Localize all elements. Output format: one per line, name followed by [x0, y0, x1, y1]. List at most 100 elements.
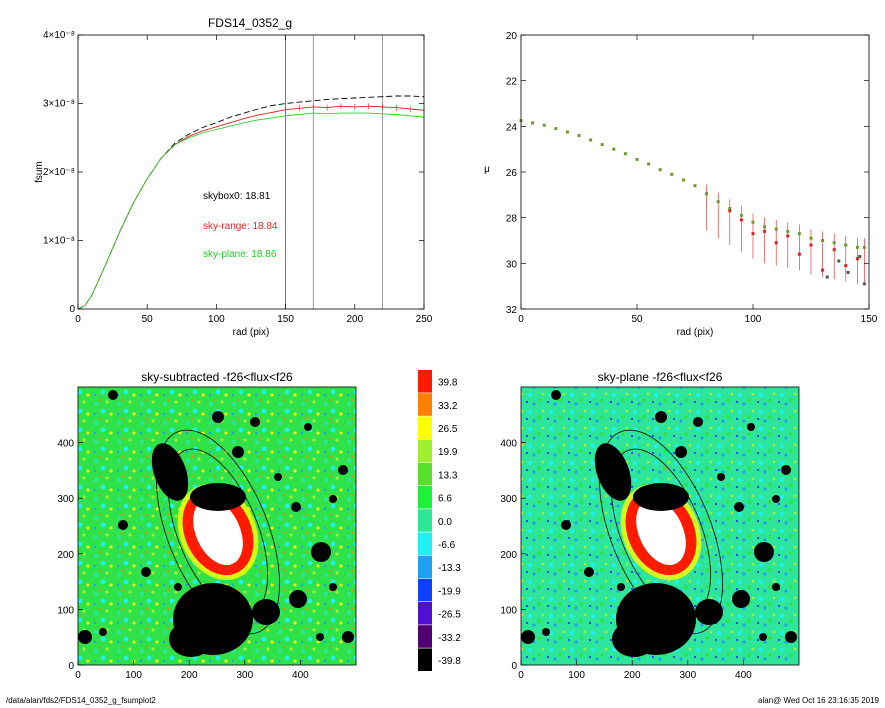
galaxy-and-masks — [78, 390, 354, 657]
mu-point — [589, 138, 593, 142]
sky-subtracted-image-panel: sky-subtracted -f26<flux<f26 — [57, 370, 357, 681]
mu-point — [832, 248, 836, 252]
colorbar-swatch — [418, 486, 432, 509]
mu-ytick-label: 26 — [506, 168, 518, 179]
mu-point — [821, 268, 825, 272]
mu-point — [739, 213, 743, 217]
colorbar-swatch — [418, 648, 432, 671]
image-xtick-label: 300 — [236, 670, 253, 681]
image-ytick-label: 200 — [500, 550, 517, 561]
colorbar-label: 6.6 — [438, 494, 452, 505]
colorbar-swatch — [418, 532, 432, 555]
image-xtick-label: 0 — [518, 670, 524, 681]
fsum-xtick-label: 250 — [416, 314, 433, 325]
image-ytick-label: 300 — [500, 494, 517, 505]
colorbar-swatch — [418, 439, 432, 463]
mu-ytick-label: 24 — [506, 122, 518, 133]
mu-point — [612, 147, 616, 151]
mu-point — [600, 143, 604, 147]
colorbar-label: -33.2 — [438, 633, 461, 644]
fsum-xtick-label: 100 — [208, 314, 225, 325]
fsum-plot-frame — [77, 34, 425, 310]
colorbar-label: 39.8 — [438, 378, 458, 389]
mu-plot: 0 50 100 150 20 22 24 26 28 30 32 rad (pix) μ — [484, 31, 878, 338]
image-ytick-label: 100 — [500, 605, 517, 616]
mu-point — [797, 252, 801, 256]
mu-point — [855, 257, 859, 261]
fsum-ytick-label: 1×10⁻⁸ — [43, 236, 75, 247]
mu-point — [763, 225, 767, 229]
mu-point — [751, 220, 755, 224]
colorbar-swatch — [418, 370, 432, 393]
colorbar-swatch — [418, 509, 432, 532]
fsum-xtick-label: 50 — [142, 314, 154, 325]
mu-plot-frame — [520, 34, 870, 310]
fsum-xtick-label: 150 — [277, 314, 294, 325]
sky-subtracted-title: sky-subtracted -f26<flux<f26 — [141, 370, 293, 384]
sky-plane-image-panel: sky-plane -f26<flux<f26 — [500, 370, 800, 681]
mu-point — [623, 152, 627, 156]
colorbar-label: -26.5 — [438, 610, 461, 621]
fsum-ytick-label: 4×10⁻⁸ — [43, 30, 75, 41]
image-xtick-label: 400 — [735, 670, 752, 681]
mu-point — [681, 178, 685, 182]
mu-point — [797, 232, 801, 236]
mu-point — [844, 264, 848, 268]
mu-point — [786, 234, 790, 238]
mu-xtick-label: 50 — [631, 314, 643, 325]
mu-point — [670, 172, 674, 176]
mu-point — [728, 207, 732, 211]
image-ytick-label: 0 — [511, 661, 517, 672]
mu-ytick-label: 30 — [506, 259, 518, 270]
mu-point — [635, 157, 639, 161]
mu-point — [846, 270, 850, 274]
mu-point — [716, 200, 720, 204]
image-xtick-label: 0 — [75, 670, 81, 681]
colorbar-label: 33.2 — [438, 401, 458, 412]
mu-xtick-label: 0 — [518, 314, 524, 325]
galaxy-and-masks-plane — [521, 390, 797, 657]
fsum-xtick-label: 200 — [346, 314, 363, 325]
sky-plane-frame — [520, 386, 800, 666]
fsum-ytick-label: 3×10⁻⁸ — [43, 99, 75, 110]
mu-point — [728, 209, 732, 213]
mu-x-axis-label: rad (pix) — [677, 327, 714, 338]
fsum-x-axis-label: rad (pix) — [233, 327, 270, 338]
fsum-title: FDS14_0352_g — [208, 16, 292, 30]
fsum-series-2 — [77, 112, 425, 310]
mu-point — [825, 275, 829, 279]
fsum-ytick-label: 0 — [69, 304, 75, 315]
mu-point — [565, 130, 569, 134]
colorbar-label: 0.0 — [438, 517, 452, 528]
mu-point — [809, 236, 813, 240]
mu-point — [647, 162, 651, 166]
annotation-sky-plane: sky-plane: 18.86 — [203, 249, 277, 260]
mu-point — [763, 229, 767, 233]
mu-point — [821, 239, 825, 242]
image-xtick-label: 200 — [181, 670, 198, 681]
mu-xtick-label: 150 — [861, 314, 878, 325]
mu-point — [832, 241, 836, 245]
image-ytick-label: 0 — [68, 661, 74, 672]
mu-point — [774, 241, 778, 245]
mu-point — [809, 243, 813, 247]
footer-user-timestamp: alan@ Wed Oct 16 23:16:35 2019 — [758, 696, 879, 705]
mu-point — [855, 245, 859, 249]
colorbar-swatch — [418, 555, 432, 579]
mu-y-axis-label: μ — [484, 164, 490, 175]
annotation-skybox0: skybox0: 18.81 — [203, 191, 271, 202]
fsum-ytick-label: 2×10⁻⁸ — [43, 167, 75, 178]
colorbar-swatch — [418, 625, 432, 648]
mu-point — [858, 254, 862, 258]
fsum-y-axis-label: fsum — [34, 161, 45, 183]
colorbar-label: 13.3 — [438, 470, 458, 481]
image-ytick-label: 400 — [500, 439, 517, 450]
colorbar-swatch — [418, 462, 432, 486]
fsum-xtick-label: 0 — [75, 314, 81, 325]
fsum-plot: FDS14_0352_g 0 50 100 150 200 250 0 1×10⁻⁸ 2×10… — [34, 16, 433, 338]
image-ytick-label: 100 — [57, 605, 74, 616]
image-ytick-label: 200 — [57, 550, 74, 561]
footer-file-path: /data/alan/fds2/FDS14_0352_g_fsumplot2 — [6, 696, 156, 705]
image-xtick-label: 400 — [292, 670, 309, 681]
colorbar-label: -6.6 — [438, 540, 456, 551]
